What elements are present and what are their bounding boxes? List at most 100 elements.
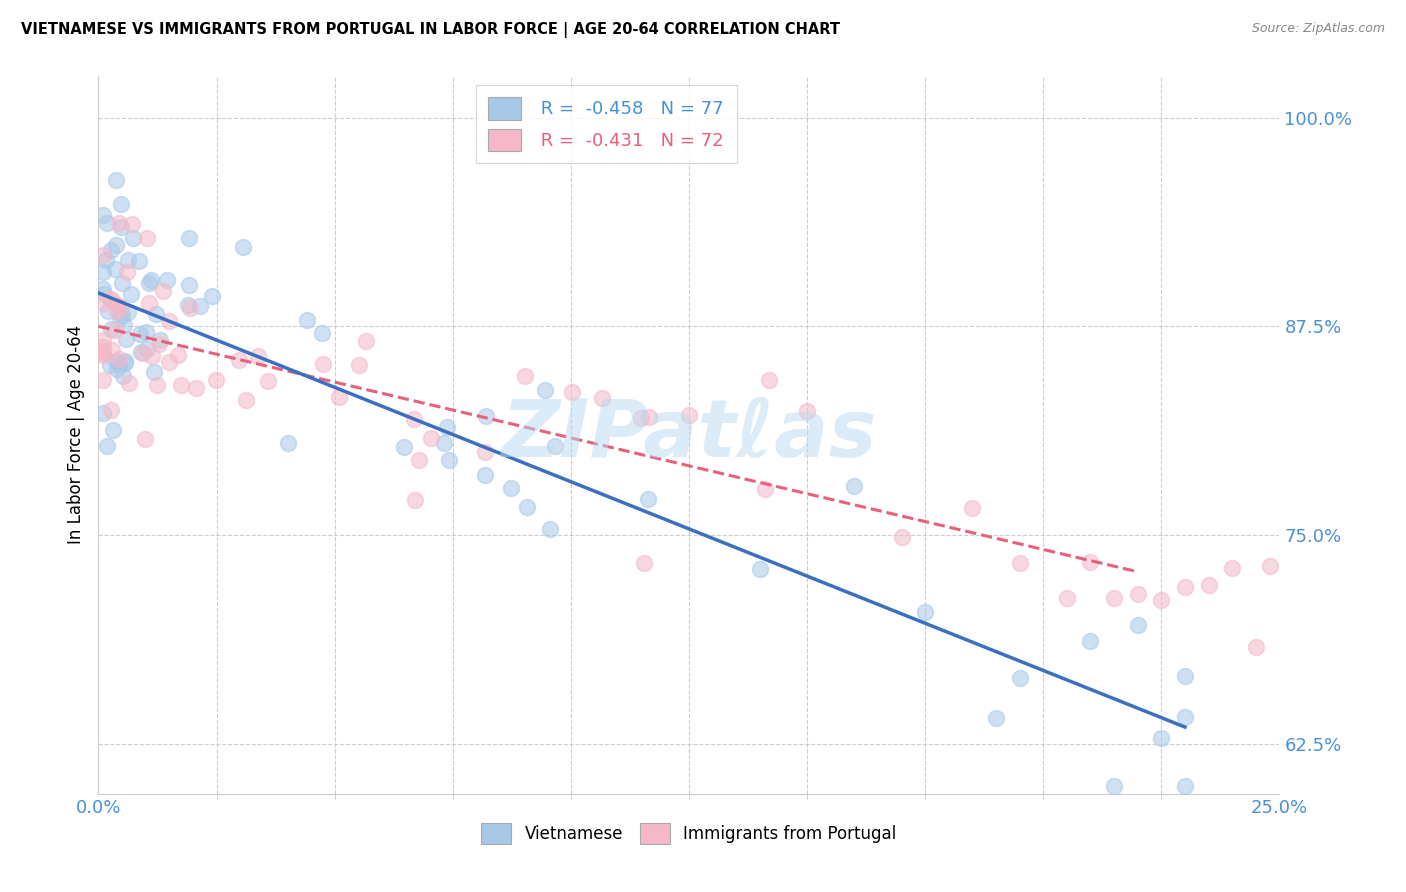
Point [129,326,152,341]
Point [420,431,443,445]
Point [1008,671,1031,685]
Point [637,492,659,507]
Point [1198,578,1220,592]
Point [96,439,118,453]
Point [117,304,139,318]
Point [93,286,115,301]
Point [1174,580,1197,594]
Point [110,310,132,324]
Point [166,348,188,362]
Point [437,452,460,467]
Point [91,282,114,296]
Text: ZIPatℓas: ZIPatℓas [502,396,876,474]
Point [177,231,200,245]
Point [1126,587,1149,601]
Point [1174,709,1197,723]
Point [169,378,191,392]
Point [111,308,134,322]
Point [110,300,132,314]
Point [135,325,157,339]
Point [228,353,250,368]
Point [630,411,652,425]
Text: Source: ZipAtlas.com: Source: ZipAtlas.com [1251,22,1385,36]
Point [107,357,129,371]
Point [91,296,114,310]
Point [98,292,121,306]
Point [1056,591,1078,606]
Point [108,216,131,230]
Point [104,262,127,277]
Point [118,376,141,390]
Point [115,265,138,279]
Point [117,253,139,268]
Point [105,298,128,312]
Point [356,334,378,348]
Point [105,304,128,318]
Point [201,289,224,303]
Point [132,346,155,360]
Point [101,293,124,307]
Point [142,365,165,379]
Point [1080,555,1102,569]
Point [328,390,350,404]
Point [1258,559,1281,574]
Point [91,406,114,420]
Point [984,711,1007,725]
Point [134,433,156,447]
Point [474,445,496,459]
Point [312,357,335,371]
Point [246,349,269,363]
Point [1220,561,1243,575]
Point [633,556,655,570]
Point [235,392,257,407]
Point [91,348,114,362]
Point [135,231,157,245]
Point [408,453,430,467]
Point [91,346,114,360]
Point [754,482,776,496]
Point [678,408,700,422]
Point [91,265,114,279]
Point [404,492,426,507]
Point [392,440,415,454]
Point [114,356,136,370]
Point [100,244,122,258]
Point [748,561,770,575]
Point [177,298,200,312]
Point [91,208,114,222]
Point [232,239,254,253]
Point [311,326,333,340]
Point [145,307,167,321]
Point [157,354,180,368]
Point [914,606,936,620]
Point [91,373,114,387]
Point [138,296,160,310]
Point [501,482,523,496]
Point [110,219,132,234]
Point [1150,731,1173,745]
Point [91,340,114,354]
Point [257,374,280,388]
Point [1174,669,1197,683]
Point [179,301,201,316]
Point [114,354,136,368]
Point [297,313,319,327]
Point [111,368,134,383]
Point [104,323,127,337]
Point [844,478,866,492]
Point [100,403,122,417]
Point [138,277,160,291]
Point [591,391,613,405]
Point [105,173,128,187]
Point [156,273,179,287]
Point [91,343,114,358]
Point [122,231,145,245]
Point [474,468,496,483]
Point [105,362,128,376]
Point [98,358,121,372]
Point [101,423,124,437]
Point [1126,618,1149,632]
Point [516,500,538,515]
Point [347,358,370,372]
Point [796,403,818,417]
